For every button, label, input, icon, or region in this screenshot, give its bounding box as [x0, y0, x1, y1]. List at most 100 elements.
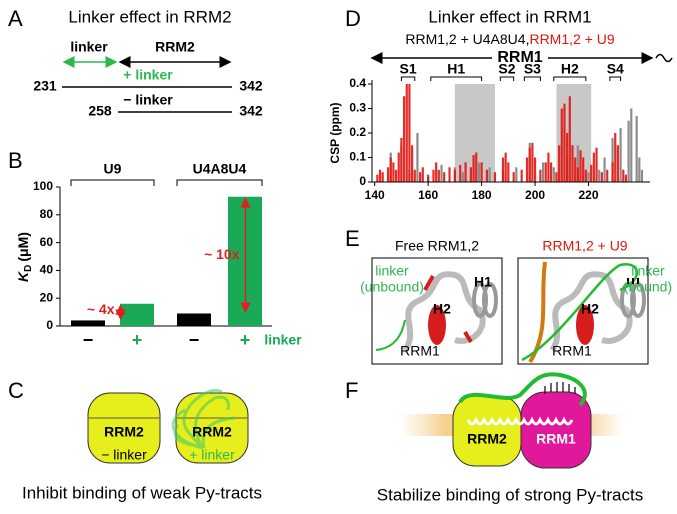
label-bg	[492, 50, 548, 66]
bar	[622, 169, 625, 182]
y-tick-label: 60	[40, 235, 54, 249]
bar	[461, 172, 464, 182]
bar	[635, 115, 638, 182]
bar	[413, 169, 416, 182]
bar	[568, 96, 571, 182]
bar	[640, 169, 644, 182]
bar	[459, 164, 462, 182]
bar	[528, 147, 531, 182]
linker-ensemble	[171, 388, 236, 450]
bar	[571, 145, 574, 182]
bar	[515, 167, 518, 182]
bar	[566, 133, 569, 182]
bar	[579, 150, 582, 182]
structure-right	[521, 261, 646, 364]
y-tick-label: 0	[359, 174, 366, 188]
element-label: S3	[524, 61, 541, 77]
panel-a: A Linker effect in RRM2 linker RRM2 + li…	[8, 6, 263, 119]
bar	[427, 174, 430, 182]
panel-letter: B	[8, 148, 23, 173]
bar	[624, 174, 628, 182]
chart-title: Linker effect in RRM1	[428, 7, 591, 26]
panel-letter: E	[345, 226, 360, 251]
panel-letter: F	[345, 378, 358, 403]
linker-label: linker	[375, 263, 409, 279]
bar	[630, 108, 633, 182]
bar	[541, 162, 545, 182]
bar	[598, 169, 601, 182]
bar	[485, 169, 489, 182]
structure-title: Free RRM1,2	[395, 238, 479, 254]
residue-label: 231	[33, 78, 57, 94]
bar	[576, 145, 579, 182]
bar	[435, 162, 438, 182]
bar	[606, 169, 609, 182]
construct-label: + linker	[123, 67, 173, 83]
y-tick-label: 40	[40, 263, 54, 277]
bar	[619, 128, 622, 182]
legend: RRM1,2 + U4A8U4,RRM1,2 + U9	[405, 31, 615, 47]
bar	[440, 164, 443, 182]
element-label: H1	[447, 61, 465, 77]
bar	[475, 152, 478, 182]
bar	[432, 169, 435, 182]
contacts	[544, 382, 576, 394]
domain-label: RRM2	[467, 431, 507, 447]
bar	[381, 172, 384, 182]
bar	[638, 157, 641, 182]
x-tick-label: +	[240, 330, 251, 350]
bar	[552, 167, 555, 182]
bar	[525, 157, 529, 182]
domain-label: RRM1	[536, 431, 576, 447]
element-bracket	[553, 76, 587, 81]
bar	[600, 172, 603, 182]
bar	[549, 162, 553, 182]
x-tick-label: 200	[525, 188, 545, 202]
bar	[627, 120, 630, 182]
structure-title: RRM1,2 + U9	[542, 238, 627, 254]
bar	[533, 157, 537, 182]
bar	[453, 169, 456, 182]
bar	[512, 172, 515, 182]
legend-separator: ,	[526, 31, 530, 47]
bar	[520, 169, 523, 182]
bar	[493, 172, 497, 182]
bar	[443, 172, 446, 182]
construct-label: + linker	[189, 447, 235, 463]
panel-letter: D	[345, 6, 361, 31]
helix-label: H2	[433, 301, 451, 317]
y-tick-label: 0.2	[349, 125, 366, 139]
bar	[595, 147, 598, 182]
element-bracket	[609, 76, 622, 81]
element-label: S2	[498, 61, 515, 77]
bar	[504, 152, 507, 182]
element-label: S1	[400, 61, 417, 77]
panel-d: D Linker effect in RRM1 RRM1,2 + U4A8U4,R…	[328, 6, 673, 202]
y-tick-label: 0.1	[349, 150, 366, 164]
y-tick-label: 80	[40, 207, 54, 221]
bar	[544, 162, 547, 182]
rna-bases	[466, 416, 574, 426]
structure-left	[375, 271, 498, 352]
bar	[555, 172, 558, 182]
fold-label: ~ 4x	[87, 301, 115, 317]
linker-label: linker	[70, 39, 108, 55]
residue-label: 342	[239, 78, 263, 94]
bar	[402, 96, 406, 182]
bar	[405, 84, 408, 182]
legend-entry: RRM1,2 + U9	[529, 31, 614, 47]
bar	[177, 313, 211, 326]
group-label: U4A8U4	[193, 161, 247, 177]
y-tick-label: 20	[40, 290, 54, 304]
squiggle	[655, 53, 673, 63]
bar	[416, 133, 419, 182]
bar	[592, 152, 595, 182]
y-tick-label: 0.3	[349, 101, 366, 115]
panel-title: Linker effect in RRM2	[68, 7, 231, 26]
bar	[376, 174, 379, 182]
caption: Stabilize binding of strong Py-tracts	[377, 485, 643, 504]
linker-label: (bound)	[624, 279, 672, 295]
bar	[590, 164, 593, 182]
group-label: U9	[104, 161, 122, 177]
residue-label: 342	[239, 103, 263, 119]
